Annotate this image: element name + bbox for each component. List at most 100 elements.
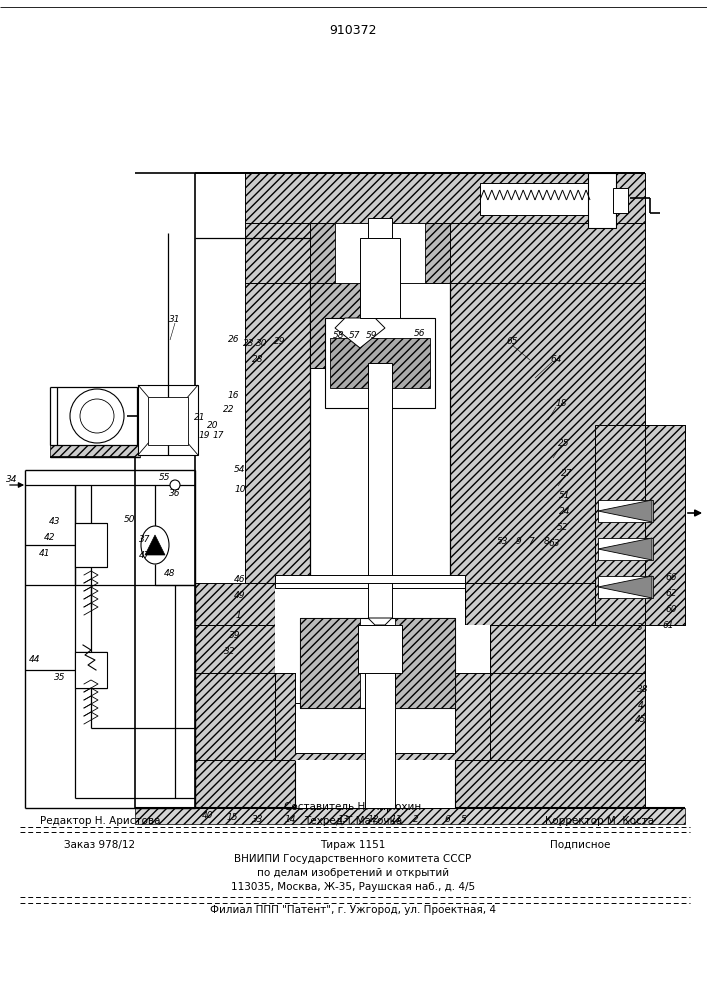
Text: 28: 28 xyxy=(252,356,264,364)
Text: 24: 24 xyxy=(559,508,571,516)
Text: 48: 48 xyxy=(164,568,176,578)
Bar xyxy=(595,425,685,625)
Text: 21: 21 xyxy=(194,414,206,422)
Bar xyxy=(325,318,435,408)
Text: 57: 57 xyxy=(349,332,361,340)
Text: Тираж 1151: Тираж 1151 xyxy=(320,840,386,850)
Text: 37: 37 xyxy=(139,536,151,544)
Text: Редактор Н. Аристова: Редактор Н. Аристова xyxy=(40,816,160,826)
Text: 52: 52 xyxy=(557,524,568,532)
Text: 50: 50 xyxy=(124,516,136,524)
Text: 19: 19 xyxy=(198,430,210,440)
Text: по делам изобретений и открытий: по делам изобретений и открытий xyxy=(257,868,449,878)
Bar xyxy=(195,625,275,760)
Bar xyxy=(365,703,455,753)
Text: 42: 42 xyxy=(45,534,56,542)
Circle shape xyxy=(70,389,124,443)
Bar xyxy=(310,283,385,368)
Bar xyxy=(275,583,370,625)
Bar xyxy=(195,625,645,673)
Text: 7: 7 xyxy=(528,538,534,546)
Text: 3: 3 xyxy=(637,622,643,632)
Text: 26: 26 xyxy=(228,336,240,344)
Polygon shape xyxy=(368,618,392,625)
Text: Техред Т.Маточка: Техред Т.Маточка xyxy=(304,816,402,826)
Bar xyxy=(245,173,645,223)
Bar xyxy=(335,223,425,283)
Text: 12: 12 xyxy=(367,814,379,824)
Bar xyxy=(245,283,645,583)
Text: 39: 39 xyxy=(229,631,241,640)
Bar xyxy=(245,223,645,283)
Text: 38: 38 xyxy=(637,686,649,694)
Text: 66: 66 xyxy=(665,574,677,582)
Text: 13: 13 xyxy=(337,814,349,824)
Text: Корректор М. Коста: Корректор М. Коста xyxy=(545,816,655,826)
Text: 51: 51 xyxy=(559,491,571,500)
Text: 36: 36 xyxy=(169,488,181,497)
Bar xyxy=(138,385,198,455)
Text: 4: 4 xyxy=(638,700,644,710)
Text: 43: 43 xyxy=(49,518,61,526)
Bar xyxy=(645,425,685,625)
Polygon shape xyxy=(598,500,652,522)
Bar xyxy=(370,583,465,625)
Text: 11: 11 xyxy=(390,814,402,824)
Text: Подписное: Подписное xyxy=(550,840,610,850)
Text: 31: 31 xyxy=(169,316,181,324)
Bar xyxy=(480,183,590,215)
Bar xyxy=(50,445,140,457)
Bar xyxy=(330,338,430,388)
Text: 23: 23 xyxy=(243,338,255,348)
Text: 65: 65 xyxy=(506,338,518,347)
Text: 5: 5 xyxy=(461,814,467,824)
Bar xyxy=(275,625,490,760)
Bar xyxy=(598,500,653,522)
Text: 6: 6 xyxy=(444,814,450,824)
Text: 54: 54 xyxy=(234,466,246,475)
Bar xyxy=(195,760,645,808)
Bar xyxy=(613,188,628,213)
Text: 62: 62 xyxy=(665,589,677,598)
Text: 45: 45 xyxy=(636,716,647,724)
Bar xyxy=(598,576,653,598)
Text: Филиал ППП "Патент", г. Ужгород, ул. Проектная, 4: Филиал ППП "Патент", г. Ужгород, ул. Про… xyxy=(210,905,496,915)
Polygon shape xyxy=(145,535,165,555)
Polygon shape xyxy=(335,318,385,348)
Bar xyxy=(588,173,616,228)
Text: Составитель Н. Кирюхин: Составитель Н. Кирюхин xyxy=(284,802,421,812)
Text: 59: 59 xyxy=(366,332,378,340)
Polygon shape xyxy=(598,576,652,598)
Text: 64: 64 xyxy=(550,356,562,364)
Bar xyxy=(358,625,402,673)
Bar xyxy=(135,808,685,824)
Bar xyxy=(310,223,450,283)
Text: 49: 49 xyxy=(234,590,246,599)
Bar xyxy=(300,618,360,708)
Bar xyxy=(275,575,465,583)
Text: 55: 55 xyxy=(159,474,171,483)
Text: 46: 46 xyxy=(234,576,246,584)
Bar xyxy=(360,238,400,318)
Text: 27: 27 xyxy=(561,470,573,479)
Bar xyxy=(300,618,455,708)
Circle shape xyxy=(170,480,180,490)
Bar xyxy=(148,397,188,445)
Bar xyxy=(598,538,653,560)
Text: 58: 58 xyxy=(333,332,345,340)
Bar xyxy=(295,703,365,753)
Bar xyxy=(310,283,450,583)
Text: 35: 35 xyxy=(54,672,66,682)
Text: 20: 20 xyxy=(207,422,218,430)
Text: 56: 56 xyxy=(414,330,426,338)
Text: 25: 25 xyxy=(559,440,570,448)
Text: 8: 8 xyxy=(544,538,550,546)
Text: 32: 32 xyxy=(224,648,235,656)
Bar xyxy=(195,583,645,625)
Text: 113035, Москва, Ж-35, Раушская наб., д. 4/5: 113035, Москва, Ж-35, Раушская наб., д. … xyxy=(231,882,475,892)
Text: 2: 2 xyxy=(413,814,419,824)
Bar xyxy=(295,625,455,703)
Text: 16: 16 xyxy=(227,391,239,400)
Bar xyxy=(275,576,370,588)
Text: 44: 44 xyxy=(29,656,41,664)
